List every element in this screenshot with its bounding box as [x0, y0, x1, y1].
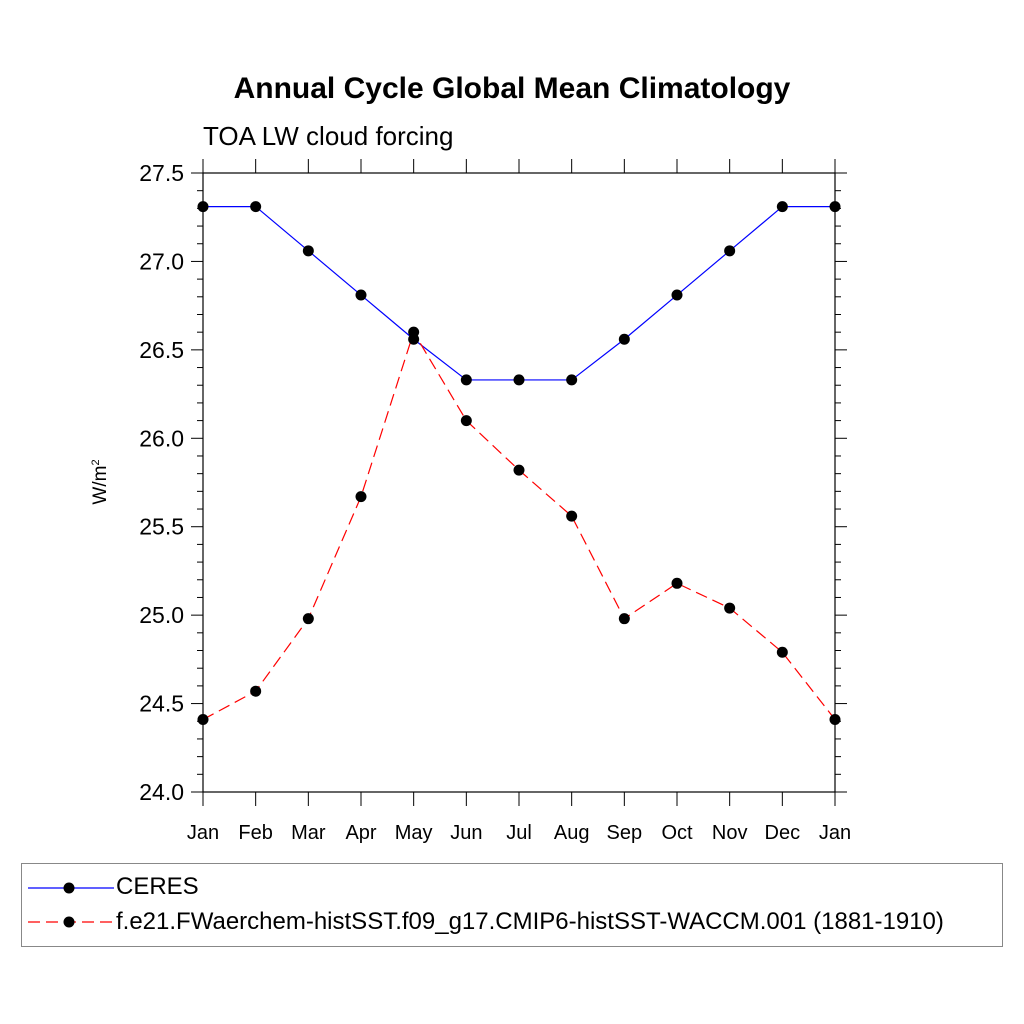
data-point-series-1: [829, 713, 841, 725]
data-point-series-1: [197, 713, 209, 725]
data-point-series-0: [776, 201, 788, 213]
chart-subtitle: TOA LW cloud forcing: [203, 121, 454, 151]
data-point-series-1: [776, 646, 788, 658]
legend-swatch-model: [28, 916, 114, 928]
data-point-series-0: [829, 201, 841, 213]
y-tick-label: 26.5: [139, 337, 184, 363]
data-point-series-1: [355, 491, 367, 503]
x-tick-label: Jul: [506, 822, 532, 844]
y-tick-label: 25.0: [139, 602, 184, 628]
data-point-series-0: [671, 289, 683, 301]
data-point-series-0: [513, 374, 525, 386]
data-point-series-0: [460, 374, 472, 386]
legend: CERES f.e21.FWaerchem-histSST.f09_g17.CM…: [21, 863, 1003, 947]
legend-label-model: f.e21.FWaerchem-histSST.f09_g17.CMIP6-hi…: [116, 908, 944, 935]
data-point-series-0: [197, 201, 209, 213]
y-tick-label: 27.5: [139, 160, 184, 186]
data-point-series-0: [250, 201, 262, 213]
data-point-series-1: [724, 602, 736, 614]
data-point-series-1: [250, 685, 262, 697]
data-point-series-1: [566, 510, 578, 522]
data-point-series-0: [302, 245, 314, 257]
legend-entry-model: f.e21.FWaerchem-histSST.f09_g17.CMIP6-hi…: [22, 902, 1002, 942]
data-point-series-1: [513, 464, 525, 476]
x-tick-label: Oct: [661, 822, 693, 844]
x-tick-label: Sep: [607, 822, 643, 844]
data-point-series-1: [618, 613, 630, 625]
plot-frame: [202, 172, 836, 793]
x-tick-label: May: [395, 822, 433, 844]
x-tick-label: Mar: [291, 822, 326, 844]
data-point-series-1: [671, 577, 683, 589]
data-point-series-0: [618, 333, 630, 345]
y-tick-label: 25.5: [139, 514, 184, 540]
x-tick-label: Dec: [765, 822, 801, 844]
data-point-series-1: [302, 613, 314, 625]
legend-swatch-ceres: [28, 882, 114, 894]
chart-title: Annual Cycle Global Mean Climatology: [233, 72, 791, 105]
y-tick-label: 26.0: [139, 425, 184, 451]
x-tick-label: Jan: [187, 822, 219, 844]
legend-entry-ceres: CERES: [22, 866, 1002, 906]
series-line-1: [202, 330, 836, 721]
legend-label-ceres: CERES: [116, 873, 199, 900]
data-point-series-0: [724, 245, 736, 257]
x-tick-label: Apr: [345, 822, 376, 844]
data-point-series-0: [566, 374, 578, 386]
x-tick-label: Aug: [554, 822, 590, 844]
x-tick-label: Jan: [819, 822, 851, 844]
y-tick-label: 24.5: [139, 691, 184, 717]
line-chart: 24.0 24.5 25.0 25.5 26.0 26.5 27.0 27.5 Jan Feb Ma…: [139, 159, 851, 844]
data-point-series-0: [355, 289, 367, 301]
data-point-series-1: [408, 326, 420, 338]
x-tick-label: Feb: [238, 822, 272, 844]
x-tick-label: Jun: [450, 822, 482, 844]
x-tick-label: Nov: [712, 822, 748, 844]
y-tick-label: 24.0: [139, 779, 184, 805]
series-line-0: [203, 206, 835, 381]
y-tick-label: 27.0: [139, 248, 184, 274]
data-point-series-1: [460, 415, 472, 427]
